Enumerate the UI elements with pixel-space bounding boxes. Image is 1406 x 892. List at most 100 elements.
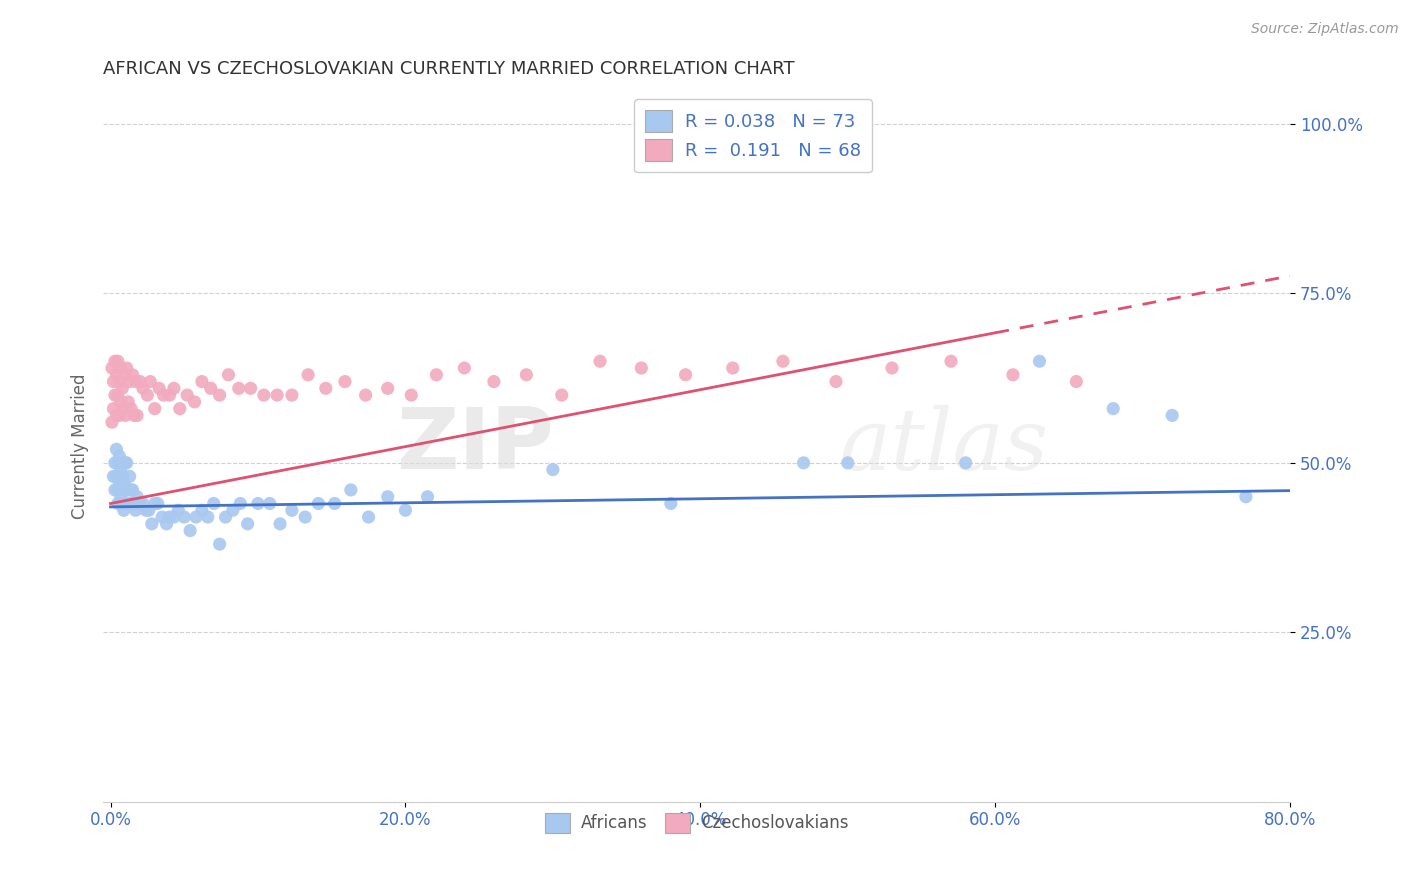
Point: [110, 395, 132, 409]
Point: [202, 496, 225, 510]
Point: [104, 483, 127, 497]
Point: [112, 401, 135, 416]
Point: [630, 361, 652, 376]
Point: [110, 490, 132, 504]
Point: [163, 510, 186, 524]
Point: [103, 375, 125, 389]
Point: [104, 388, 127, 402]
Point: [191, 503, 214, 517]
Point: [1102, 401, 1125, 416]
Point: [675, 368, 697, 382]
Point: [135, 503, 157, 517]
Point: [589, 354, 612, 368]
Point: [197, 510, 219, 524]
Point: [111, 496, 134, 510]
Point: [208, 537, 231, 551]
Legend: Africans, Czechoslovakians: Africans, Czechoslovakians: [534, 803, 859, 843]
Point: [217, 368, 239, 382]
Point: [105, 409, 128, 423]
Point: [236, 516, 259, 531]
Point: [167, 503, 190, 517]
Point: [228, 381, 250, 395]
Point: [173, 510, 195, 524]
Point: [259, 496, 281, 510]
Point: [107, 354, 129, 368]
Point: [114, 456, 136, 470]
Point: [837, 456, 859, 470]
Point: [825, 375, 848, 389]
Point: [1161, 409, 1184, 423]
Point: [136, 388, 159, 402]
Point: [101, 361, 124, 376]
Point: [155, 516, 177, 531]
Point: [281, 503, 304, 517]
Point: [793, 456, 815, 470]
Point: [659, 496, 682, 510]
Point: [551, 388, 574, 402]
Point: [169, 401, 191, 416]
Y-axis label: Currently Married: Currently Married: [72, 373, 89, 518]
Point: [143, 496, 166, 510]
Point: [150, 510, 173, 524]
Point: [101, 415, 124, 429]
Point: [143, 401, 166, 416]
Point: [515, 368, 537, 382]
Point: [354, 388, 377, 402]
Point: [108, 409, 131, 423]
Point: [117, 483, 139, 497]
Point: [159, 510, 181, 524]
Text: atlas: atlas: [839, 405, 1049, 487]
Point: [1028, 354, 1050, 368]
Point: [111, 381, 134, 395]
Point: [208, 388, 231, 402]
Point: [541, 462, 564, 476]
Point: [139, 375, 162, 389]
Point: [253, 388, 276, 402]
Point: [214, 510, 236, 524]
Point: [128, 496, 150, 510]
Point: [357, 510, 380, 524]
Point: [269, 516, 291, 531]
Point: [107, 483, 129, 497]
Point: [122, 496, 145, 510]
Point: [340, 483, 363, 497]
Point: [159, 388, 181, 402]
Point: [163, 381, 186, 395]
Point: [880, 361, 903, 376]
Point: [294, 510, 316, 524]
Point: [115, 496, 138, 510]
Point: [124, 375, 146, 389]
Point: [323, 496, 346, 510]
Point: [121, 368, 143, 382]
Point: [125, 409, 148, 423]
Point: [108, 449, 131, 463]
Point: [377, 381, 399, 395]
Point: [115, 361, 138, 376]
Point: [141, 516, 163, 531]
Point: [179, 524, 201, 538]
Point: [152, 388, 174, 402]
Point: [105, 368, 128, 382]
Point: [114, 409, 136, 423]
Point: [111, 469, 134, 483]
Point: [125, 490, 148, 504]
Point: [222, 503, 245, 517]
Point: [105, 469, 128, 483]
Point: [118, 496, 141, 510]
Point: [146, 496, 169, 510]
Point: [266, 388, 288, 402]
Point: [138, 503, 160, 517]
Point: [1234, 490, 1257, 504]
Point: [1066, 375, 1088, 389]
Point: [104, 354, 127, 368]
Point: [118, 375, 141, 389]
Text: AFRICAN VS CZECHOSLOVAKIAN CURRENTLY MARRIED CORRELATION CHART: AFRICAN VS CZECHOSLOVAKIAN CURRENTLY MAR…: [103, 60, 794, 78]
Point: [453, 361, 475, 376]
Point: [239, 381, 262, 395]
Point: [315, 381, 337, 395]
Point: [132, 381, 155, 395]
Point: [401, 388, 423, 402]
Point: [107, 456, 129, 470]
Point: [1001, 368, 1024, 382]
Point: [122, 409, 145, 423]
